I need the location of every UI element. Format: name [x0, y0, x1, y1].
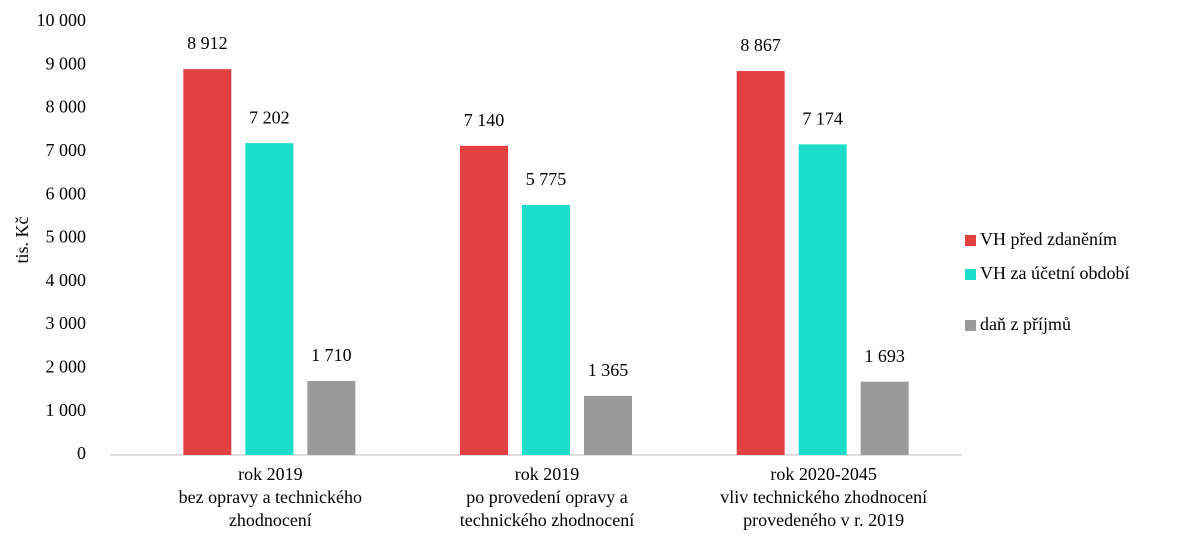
legend-label: daň z příjmů: [980, 314, 1071, 334]
data-label: 7 174: [802, 108, 843, 128]
data-label: 7 202: [249, 107, 290, 127]
legend-swatch: [965, 269, 976, 280]
x-tick-label-line: zhodnocení: [229, 510, 312, 530]
x-tick-label-line: rok 2019: [515, 464, 580, 484]
bar: [307, 380, 356, 455]
y-tick-label: 2 000: [46, 357, 87, 377]
y-tick-label: 3 000: [46, 313, 87, 333]
data-label: 8 912: [187, 33, 228, 53]
bar: [584, 395, 632, 455]
x-tick-label-line: rok 2020-2045: [770, 464, 877, 484]
bar: [860, 381, 909, 455]
legend-swatch: [965, 320, 976, 331]
bar: [183, 69, 232, 455]
x-tick-label-line: bez opravy a technického: [179, 487, 362, 507]
bar: [736, 71, 785, 455]
data-label: 8 867: [740, 35, 781, 55]
data-label: 1 710: [311, 345, 352, 365]
x-tick-label-line: po provedení opravy a: [466, 487, 627, 507]
legend-swatch: [965, 235, 976, 246]
x-tick-label: rok 2020-2045 vliv technického zhodnocení…: [720, 464, 927, 530]
y-axis-label: tis. Kč: [12, 216, 32, 263]
y-tick-label: 5 000: [46, 227, 87, 247]
y-tick-label: 0: [77, 443, 86, 463]
x-tick-label-line: provedeného v r. 2019: [743, 510, 904, 530]
y-tick-label: 1 000: [46, 400, 87, 420]
data-label: 7 140: [464, 110, 505, 130]
x-tick-label-line: rok 2019: [238, 464, 303, 484]
x-tick-label: rok 2019 po provedení opravy a technického…: [460, 464, 634, 530]
data-label: 1 365: [588, 360, 629, 380]
y-tick-label: 7 000: [46, 140, 87, 160]
bar: [798, 144, 847, 456]
x-tick-label-line: vliv technického zhodnocení: [720, 487, 927, 507]
data-label: 5 775: [526, 169, 567, 189]
y-tick-label: 8 000: [46, 97, 87, 117]
y-tick-label: 4 000: [46, 270, 87, 290]
bar: [245, 143, 294, 456]
y-tick-label: 10 000: [37, 10, 87, 30]
x-tick-label: rok 2019 bez opravy a technického zhodnoce…: [179, 464, 362, 530]
data-label: 1 693: [864, 346, 905, 366]
legend-label: VH za účetní období: [980, 263, 1129, 283]
y-tick-label: 6 000: [46, 183, 87, 203]
bar: [460, 145, 508, 455]
bar: [522, 204, 570, 455]
legend-label: VH před zdaněním: [980, 229, 1117, 249]
y-tick-label: 9 000: [46, 53, 87, 73]
x-tick-label-line: technického zhodnocení: [460, 510, 634, 530]
